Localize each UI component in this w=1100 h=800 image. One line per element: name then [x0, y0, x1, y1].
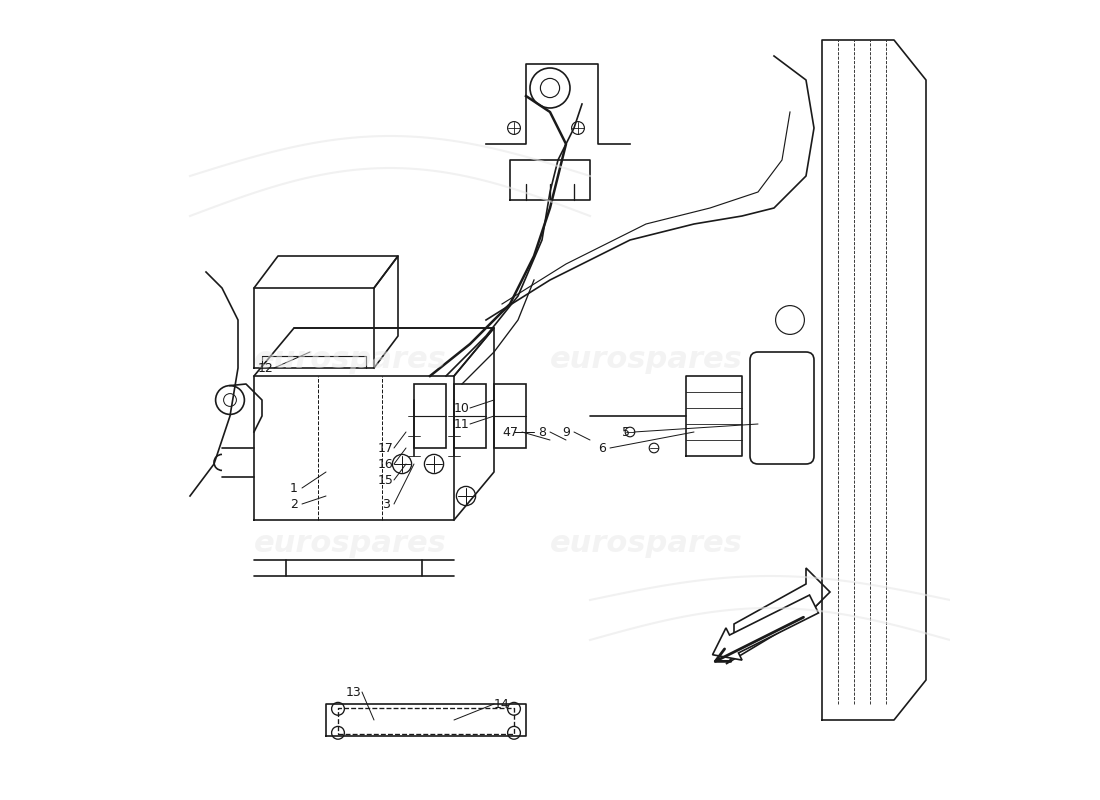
Text: 1: 1 — [290, 482, 298, 494]
Text: eurospares: eurospares — [254, 346, 447, 374]
Bar — [414, 384, 446, 448]
Text: eurospares: eurospares — [550, 346, 742, 374]
Text: eurospares: eurospares — [254, 530, 447, 558]
Text: 17: 17 — [378, 442, 394, 454]
Text: 14: 14 — [494, 698, 510, 710]
Text: 4: 4 — [502, 426, 510, 438]
Polygon shape — [726, 600, 822, 664]
Text: 3: 3 — [382, 498, 389, 510]
Text: 6: 6 — [598, 442, 606, 454]
Polygon shape — [734, 568, 830, 640]
Text: 5: 5 — [621, 426, 630, 438]
Text: 11: 11 — [454, 418, 470, 430]
Text: 16: 16 — [378, 458, 394, 470]
FancyArrow shape — [713, 595, 818, 660]
Text: 13: 13 — [346, 686, 362, 698]
Text: 9: 9 — [562, 426, 570, 438]
Text: 8: 8 — [538, 426, 546, 438]
Text: eurospares: eurospares — [550, 530, 742, 558]
Text: 10: 10 — [454, 402, 470, 414]
Text: 2: 2 — [290, 498, 298, 510]
Text: 7: 7 — [510, 426, 518, 438]
Text: 15: 15 — [378, 474, 394, 486]
Bar — [494, 384, 526, 448]
Text: 12: 12 — [258, 362, 274, 374]
Bar — [454, 384, 486, 448]
